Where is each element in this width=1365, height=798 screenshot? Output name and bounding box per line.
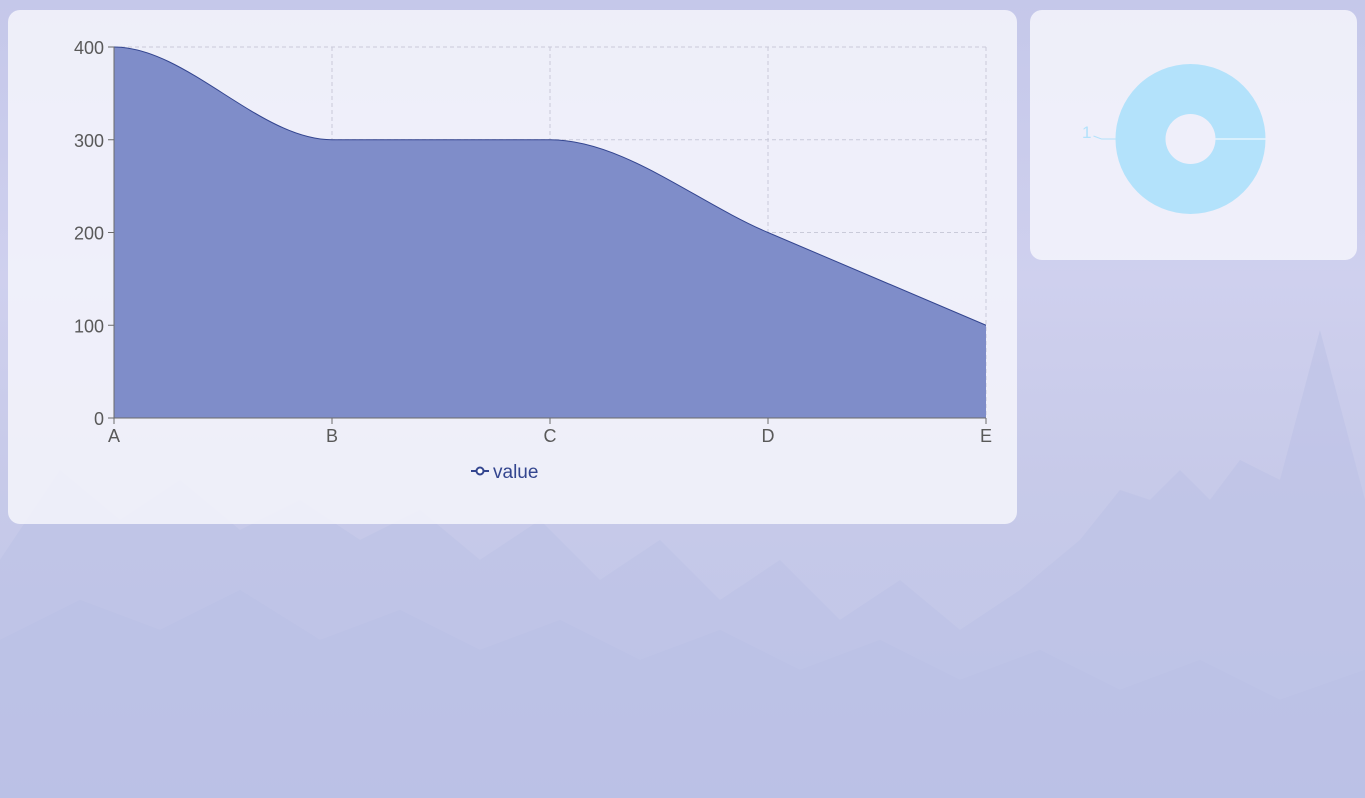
chart-legend[interactable]: value xyxy=(471,462,538,483)
y-axis-tick-label: 300 xyxy=(74,131,104,151)
legend-marker-icon xyxy=(475,466,485,476)
legend-item-value[interactable]: value xyxy=(493,462,538,483)
x-axis-tick-labels: A B C D E xyxy=(108,418,992,446)
pie-label-leader-line xyxy=(1093,135,1116,140)
area-series-line xyxy=(113,46,987,326)
y-axis-tick-label: 0 xyxy=(94,409,104,429)
x-axis-tick-label: E xyxy=(980,426,992,446)
pie-slice-1[interactable] xyxy=(1115,64,1266,214)
x-axis-tick-label: B xyxy=(326,426,338,446)
area-chart-panel: 0 100 200 300 400 A B C D E value xyxy=(8,10,1017,524)
pie-chart-panel: 1 xyxy=(1030,10,1357,260)
y-axis-tick-label: 100 xyxy=(74,316,104,336)
x-axis-tick-label: C xyxy=(544,426,557,446)
x-axis-tick-label: D xyxy=(762,426,775,446)
area-series-fill xyxy=(114,47,986,418)
pie-chart: 1 xyxy=(1082,64,1266,214)
x-axis-tick-label: A xyxy=(108,426,120,446)
y-axis-tick-labels: 0 100 200 300 400 xyxy=(74,38,114,429)
y-axis-tick-label: 200 xyxy=(74,224,104,244)
area-chart: 0 100 200 300 400 A B C D E value xyxy=(74,38,992,483)
y-axis-tick-label: 400 xyxy=(74,38,104,58)
pie-slice-label: 1 xyxy=(1082,123,1091,142)
